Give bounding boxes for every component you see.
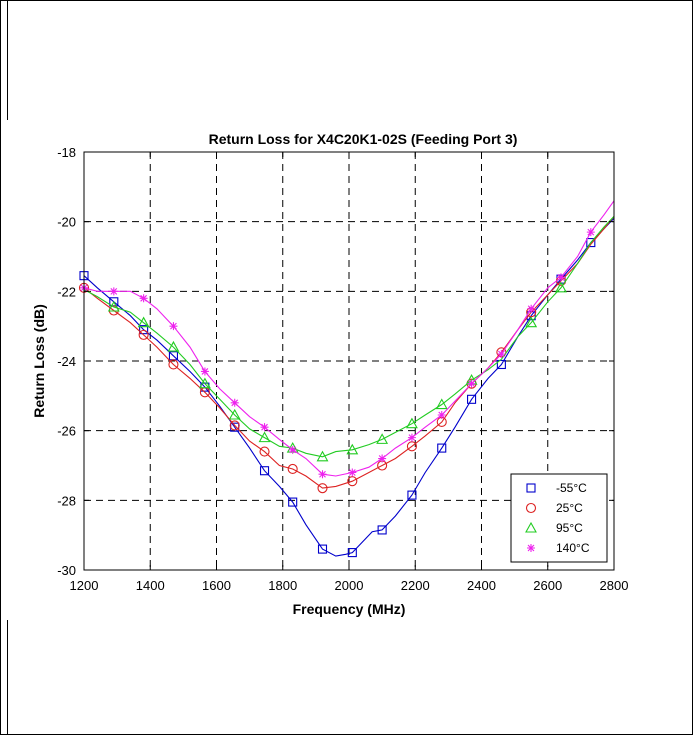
data-point-marker bbox=[406, 441, 417, 452]
x-tick-label: 2400 bbox=[467, 578, 496, 593]
data-point-marker bbox=[167, 340, 180, 352]
data-point-marker bbox=[555, 281, 567, 293]
data-point-marker bbox=[497, 350, 506, 359]
legend-label: 140°C bbox=[556, 541, 590, 555]
y-tick-label: -24 bbox=[57, 354, 76, 369]
data-point-marker bbox=[525, 316, 538, 328]
y-tick-label: -30 bbox=[57, 563, 76, 578]
data-point-marker bbox=[347, 548, 357, 558]
legend-label: 25°C bbox=[556, 501, 583, 515]
axis-ticks: 1200 1400 1600 1800 2000 2200 2400 2600 2800 -30 -… bbox=[57, 145, 628, 593]
data-point-marker bbox=[317, 483, 328, 494]
x-tick-label: 1400 bbox=[136, 578, 165, 593]
left-panel-divider-lower bbox=[7, 620, 8, 735]
series-line bbox=[83, 216, 615, 458]
data-point-marker bbox=[287, 463, 298, 475]
data-point-marker bbox=[259, 446, 270, 457]
data-point-marker bbox=[258, 431, 271, 443]
data-point-marker bbox=[198, 377, 211, 389]
x-tick-label: 2600 bbox=[533, 578, 562, 593]
legend-marker bbox=[526, 483, 536, 493]
data-point-marker bbox=[467, 394, 477, 404]
data-point-marker bbox=[437, 410, 446, 419]
x-tick-label: 1600 bbox=[202, 578, 231, 593]
x-tick-label: 2200 bbox=[401, 578, 430, 593]
data-point-marker bbox=[200, 367, 209, 376]
data-point-marker bbox=[137, 316, 150, 328]
y-tick-label: -22 bbox=[57, 284, 76, 299]
data-point-marker bbox=[437, 443, 447, 453]
data-point-marker bbox=[316, 450, 329, 462]
data-point-marker bbox=[229, 420, 240, 431]
x-tick-label: 2800 bbox=[600, 578, 629, 593]
x-axis-label: Frequency (MHz) bbox=[293, 601, 406, 617]
data-point-marker bbox=[168, 359, 179, 370]
y-tick-label: -20 bbox=[57, 215, 76, 230]
data-point-marker bbox=[586, 238, 596, 248]
data-point-marker bbox=[407, 490, 417, 500]
legend-label: 95°C bbox=[556, 521, 583, 535]
series-line bbox=[83, 217, 615, 557]
data-point-marker bbox=[557, 273, 565, 282]
data-point-marker bbox=[527, 304, 536, 313]
data-point-marker bbox=[318, 470, 327, 479]
data-point-marker bbox=[169, 322, 178, 331]
data-point-marker bbox=[288, 445, 297, 454]
x-tick-label: 1800 bbox=[268, 578, 297, 593]
series-group bbox=[78, 200, 615, 558]
y-tick-label: -26 bbox=[57, 424, 76, 439]
data-point-marker bbox=[348, 468, 357, 477]
data-point-marker bbox=[139, 294, 148, 303]
data-point-marker bbox=[346, 443, 359, 455]
data-point-marker bbox=[378, 454, 387, 463]
chart-title: Return Loss for X4C20K1-02S (Feeding Por… bbox=[209, 131, 518, 147]
data-point-marker bbox=[347, 476, 358, 487]
left-panel-divider bbox=[7, 0, 8, 120]
y-axis-label: Return Loss (dB) bbox=[31, 304, 47, 418]
data-point-marker bbox=[467, 379, 476, 388]
data-point-marker bbox=[138, 329, 149, 340]
data-point-marker bbox=[317, 544, 328, 554]
data-point-marker bbox=[406, 417, 418, 429]
legend: -55°C 25°C 95°C 140°C bbox=[510, 473, 608, 563]
y-tick-label: -28 bbox=[57, 493, 76, 508]
y-tick-label: -18 bbox=[57, 145, 76, 160]
data-point-marker bbox=[496, 359, 506, 370]
data-point-marker bbox=[139, 325, 149, 335]
series-line bbox=[83, 216, 615, 489]
data-point-marker bbox=[107, 300, 120, 312]
data-point-marker bbox=[376, 433, 389, 444]
legend-marker bbox=[525, 521, 537, 533]
legend-marker bbox=[527, 544, 535, 552]
legend-label: -55°C bbox=[556, 481, 587, 495]
data-point-marker bbox=[259, 466, 270, 476]
legend-marker bbox=[525, 502, 537, 514]
data-point-marker bbox=[377, 525, 387, 535]
data-point-marker bbox=[288, 497, 298, 507]
data-point-marker bbox=[230, 398, 239, 407]
data-point-marker bbox=[435, 398, 448, 410]
data-point-marker bbox=[260, 423, 269, 432]
data-point-marker bbox=[586, 228, 595, 237]
data-point-marker bbox=[407, 433, 416, 442]
x-tick-label: 1200 bbox=[70, 578, 99, 593]
grid bbox=[84, 152, 614, 570]
data-point-marker bbox=[228, 408, 241, 420]
x-tick-label: 2000 bbox=[335, 578, 364, 593]
data-point-marker bbox=[109, 287, 118, 296]
